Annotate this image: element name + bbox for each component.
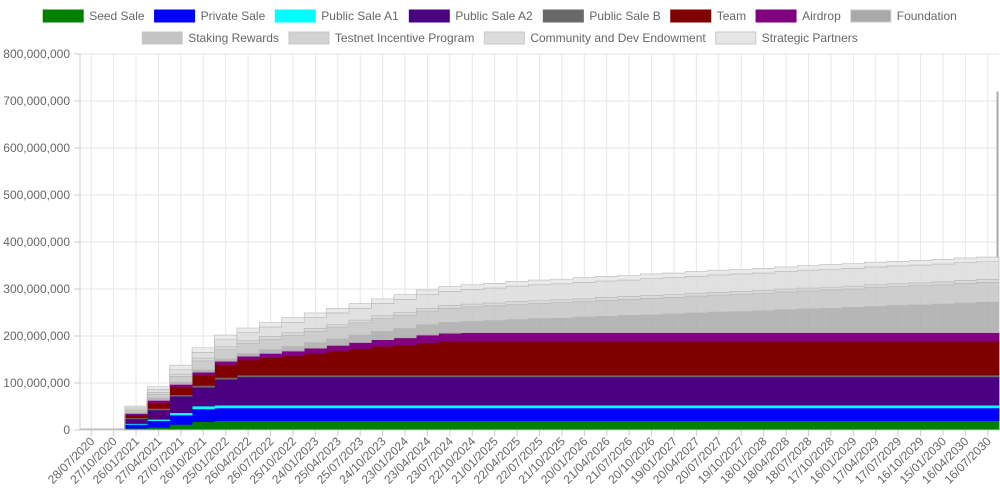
legend-label: Public Sale A1 — [321, 9, 399, 23]
legend-label: Public Sale B — [589, 9, 660, 23]
y-tick-label: 400,000,000 — [3, 235, 70, 249]
legend-swatch — [850, 9, 892, 23]
legend-swatch — [755, 9, 797, 23]
y-tick-label: 500,000,000 — [3, 188, 70, 202]
y-axis-ticks: 0 100,000,000 200,000,000 300,000,000 400,00… — [3, 47, 70, 437]
series-areas — [79, 91, 1000, 431]
axes — [79, 54, 999, 431]
y-tick-label: 100,000,000 — [3, 376, 70, 390]
legend-swatch — [483, 31, 525, 45]
legend-label: Seed Sale — [89, 9, 145, 23]
y-tick-label: 700,000,000 — [3, 94, 70, 108]
legend-swatch — [408, 9, 450, 23]
y-tick-label: 300,000,000 — [3, 282, 70, 296]
legend-label: Staking Rewards — [188, 31, 279, 45]
legend-label: Community and Dev Endowment — [530, 31, 706, 45]
legend-swatch — [42, 9, 84, 23]
legend-label: Foundation — [897, 9, 957, 23]
y-tick-label: 200,000,000 — [3, 329, 70, 343]
legend-label: Strategic Partners — [762, 31, 858, 45]
y-tick-label: 600,000,000 — [3, 141, 70, 155]
legend-label: Private Sale — [201, 9, 266, 23]
x-axis-ticks: 28/07/202027/10/202026/01/202127/04/2021… — [45, 434, 994, 487]
series-area-seed-sale — [79, 420, 1000, 431]
legend-label: Team — [717, 9, 746, 23]
legend-swatch — [274, 9, 316, 23]
legend-swatch — [542, 9, 584, 23]
legend-label: Airdrop — [802, 9, 841, 23]
legend: Seed Sale Private Sale Public Sale A1 Publi… — [42, 9, 957, 45]
legend-swatch — [288, 31, 330, 45]
y-tick-label: 0 — [63, 423, 70, 437]
legend-label: Public Sale A2 — [455, 9, 533, 23]
legend-swatch — [154, 9, 196, 23]
legend-swatch — [715, 31, 757, 45]
legend-swatch — [670, 9, 712, 23]
y-tick-label: 800,000,000 — [3, 47, 70, 61]
series-area-strategic-partners — [80, 256, 1000, 430]
legend-label: Testnet Incentive Program — [335, 31, 474, 45]
legend-swatch — [141, 31, 183, 45]
